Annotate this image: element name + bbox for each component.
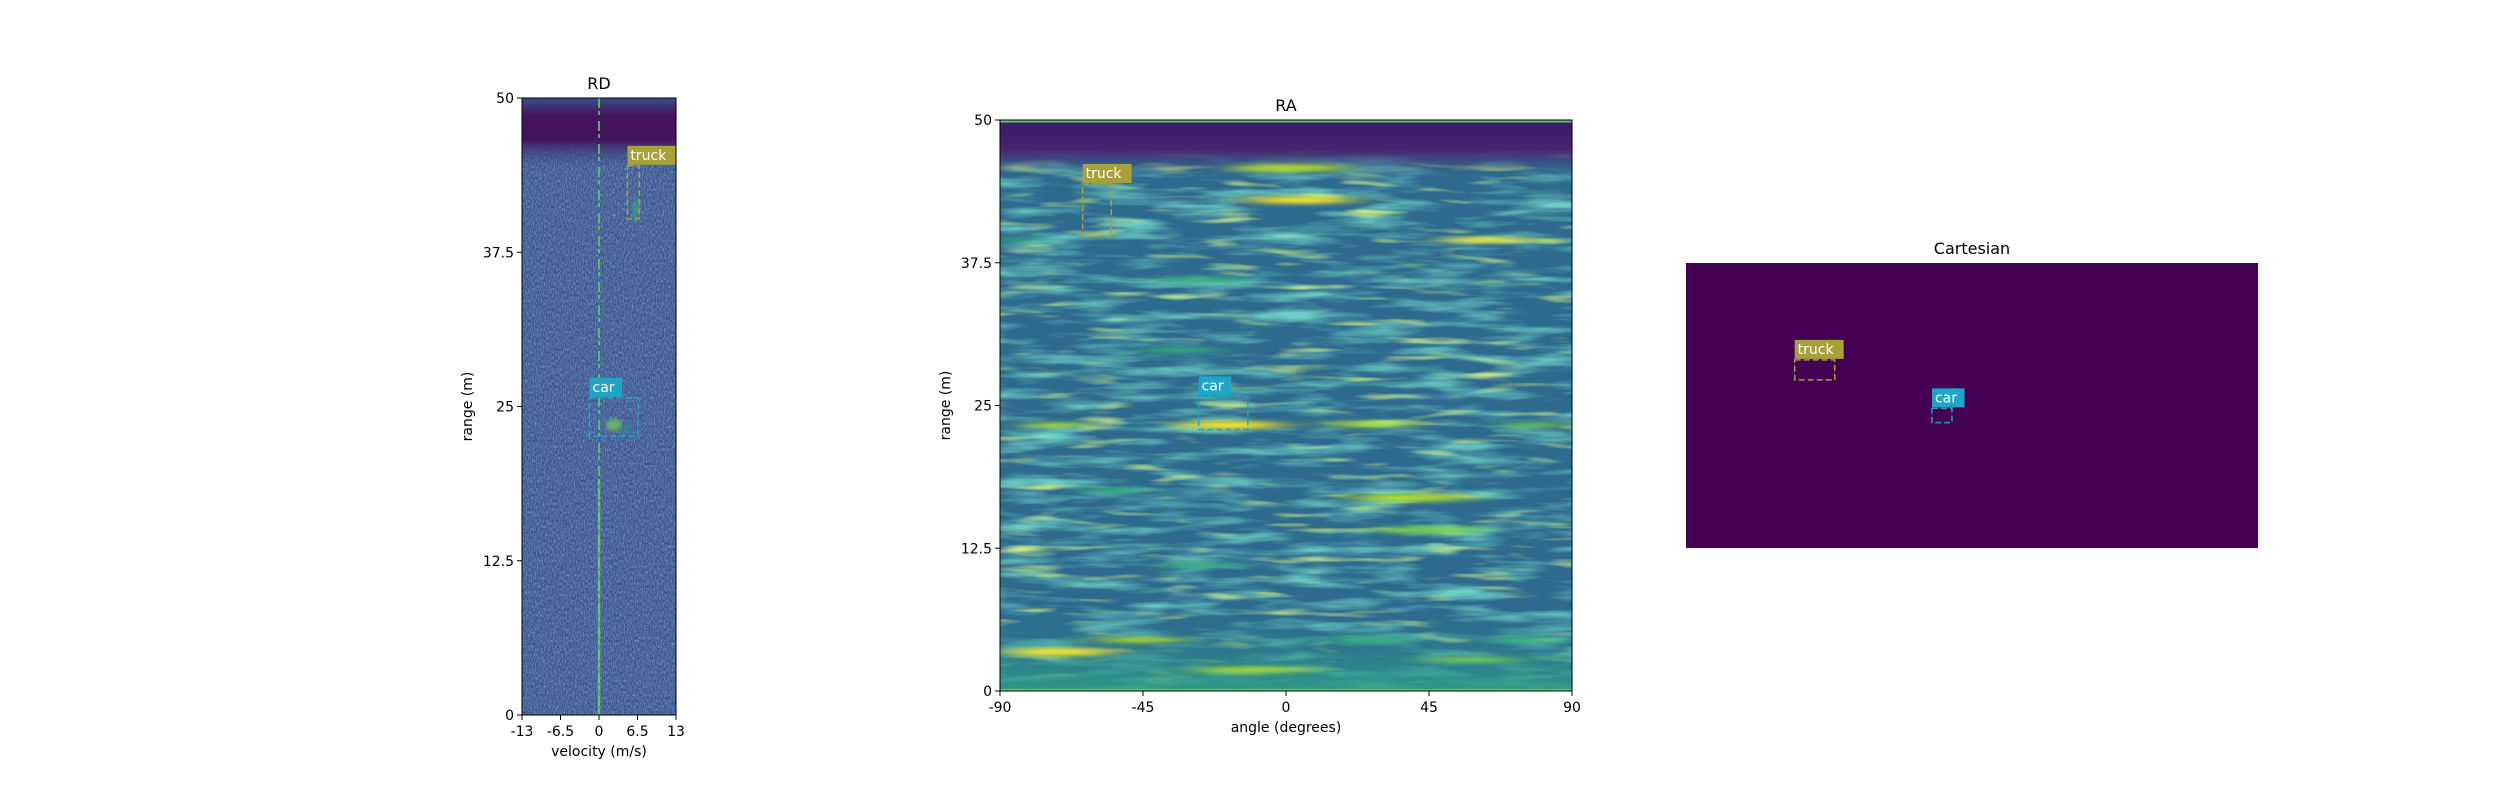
ra-box-truck	[1081, 183, 1112, 238]
rd-box-label: truck	[630, 148, 667, 164]
ra-ytick-label: 37.5	[961, 256, 992, 272]
rd-xtick-label: 6.5	[626, 724, 648, 740]
rd-ytick-label: 25	[496, 400, 514, 416]
rd-box-label: car	[593, 380, 615, 396]
ra-box-label-bg	[1082, 163, 1132, 183]
cartesian-box-label: car	[1935, 390, 1957, 406]
cartesian-box-label-bg	[1931, 388, 1965, 408]
cartesian-chart: truck car Cartesian	[1686, 239, 2258, 548]
cartesian-box-label: truck	[1798, 342, 1835, 358]
cartesian-box-label-bg	[1794, 339, 1844, 359]
rd-xtick-label: -13	[511, 724, 534, 740]
ra-ytick-label: 50	[974, 113, 992, 129]
ra-ytick-label: 12.5	[961, 541, 992, 557]
ra-xlabel: angle (degrees)	[1231, 720, 1342, 736]
rd-ytick-label: 12.5	[483, 554, 514, 570]
rd-box-truck	[626, 165, 641, 220]
ra-xtick-label: 90	[1563, 700, 1581, 716]
ra-xtick-label: -45	[1132, 700, 1155, 716]
ra-box-label-bg	[1198, 376, 1232, 396]
rd-xlabel: velocity (m/s)	[551, 744, 647, 760]
ra-xtick-label: -90	[989, 700, 1012, 716]
ra-box-label: car	[1202, 378, 1224, 394]
ra-xtick-label: 0	[1282, 700, 1291, 716]
rd-ytick-label: 37.5	[483, 245, 514, 261]
cartesian-box-truck	[1793, 359, 1836, 381]
rd-xtick-label: 13	[667, 724, 685, 740]
rd-box-label-bg	[627, 145, 676, 165]
cartesian-title: Cartesian	[1934, 239, 2010, 258]
cartesian-box-car	[1931, 407, 1953, 424]
rd-ylabel: range (m)	[460, 372, 476, 442]
ra-box-car	[1197, 395, 1249, 431]
rd-ytick-label: 50	[496, 91, 514, 107]
ra-title: RA	[1275, 96, 1296, 115]
ra-ylabel: range (m)	[938, 371, 954, 441]
rd-title: RD	[587, 74, 610, 93]
ra-chart: truck car RA -90 -45 0 45 90 0 12.5 25 37.5 50 angle…	[938, 96, 1581, 736]
rd-box-car	[588, 397, 639, 437]
cartesian-image	[1686, 263, 2258, 548]
rd-xtick-label: -6.5	[547, 724, 574, 740]
ra-xtick-label: 45	[1420, 700, 1438, 716]
rd-box-label-bg	[589, 377, 623, 397]
ra-ytick-label: 0	[983, 684, 992, 700]
rd-ytick-label: 0	[505, 708, 514, 724]
ra-box-label: truck	[1086, 166, 1123, 182]
rd-chart: truck car RD -13 -6.5 0 6.5 13 0 12.5 25 37.5 50 vel…	[460, 74, 685, 760]
rd-xtick-label: 0	[595, 724, 604, 740]
ra-ytick-label: 25	[974, 399, 992, 415]
